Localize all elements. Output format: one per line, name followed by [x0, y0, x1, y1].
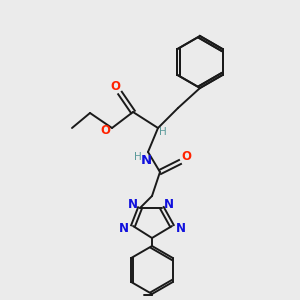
- Text: H: H: [159, 127, 167, 137]
- Text: O: O: [181, 151, 191, 164]
- Text: O: O: [110, 80, 120, 92]
- Text: N: N: [164, 199, 174, 212]
- Text: N: N: [119, 221, 129, 235]
- Text: H: H: [134, 152, 142, 162]
- Text: N: N: [140, 154, 152, 166]
- Text: N: N: [176, 221, 186, 235]
- Text: O: O: [100, 124, 110, 136]
- Text: N: N: [128, 199, 138, 212]
